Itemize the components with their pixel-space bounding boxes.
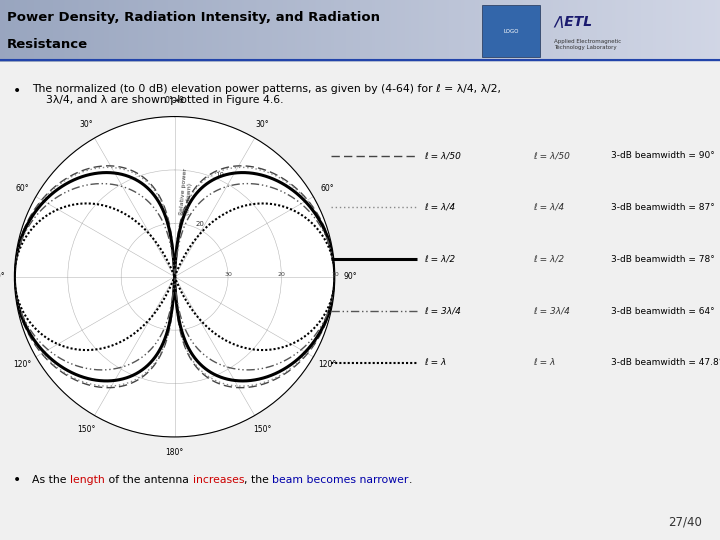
Text: •: • <box>13 84 21 98</box>
Text: ℓ = λ/4: ℓ = λ/4 <box>534 203 564 212</box>
Text: ℓ = λ/50: ℓ = λ/50 <box>425 151 462 160</box>
Text: ℓ = λ: ℓ = λ <box>534 359 556 367</box>
Text: of the antenna: of the antenna <box>105 475 192 485</box>
Text: The normalized (to 0 dB) elevation power patterns, as given by (4-64) for ℓ = λ/: The normalized (to 0 dB) elevation power… <box>32 84 501 105</box>
Bar <box>482 5 540 57</box>
Text: Applied Electromagnetic
Technology Laboratory: Applied Electromagnetic Technology Labor… <box>554 39 621 50</box>
Text: increases: increases <box>192 475 244 485</box>
Text: LOGO: LOGO <box>503 29 519 33</box>
Text: 3-dB beamwidth = 78°: 3-dB beamwidth = 78° <box>611 255 715 264</box>
Text: ℓ = 3λ/4: ℓ = 3λ/4 <box>425 307 462 315</box>
Text: 3-dB beamwidth = 64°: 3-dB beamwidth = 64° <box>611 307 715 315</box>
Text: 3-dB beamwidth = 47.8°: 3-dB beamwidth = 47.8° <box>611 359 720 367</box>
Text: •: • <box>13 473 21 487</box>
Text: Resistance: Resistance <box>7 38 89 51</box>
Text: ℓ = λ/2: ℓ = λ/2 <box>425 255 456 264</box>
Text: Power Density, Radiation Intensity, and Radiation: Power Density, Radiation Intensity, and … <box>7 11 380 24</box>
Text: ℓ = λ: ℓ = λ <box>425 359 447 367</box>
Text: ℓ = 3λ/4: ℓ = 3λ/4 <box>534 307 570 315</box>
Text: /\ETL: /\ETL <box>554 15 593 29</box>
Text: 20: 20 <box>277 272 285 276</box>
Text: 3-dB beamwidth = 87°: 3-dB beamwidth = 87° <box>611 203 715 212</box>
Text: As the: As the <box>32 475 71 485</box>
Text: 10: 10 <box>331 272 338 276</box>
Text: 30: 30 <box>224 272 232 276</box>
Text: beam becomes narrower: beam becomes narrower <box>272 475 409 485</box>
Text: , the: , the <box>244 475 272 485</box>
Text: length: length <box>71 475 105 485</box>
Text: 27/40: 27/40 <box>668 515 702 528</box>
Text: ℓ = λ/50: ℓ = λ/50 <box>534 151 570 160</box>
Text: ℓ = λ/4: ℓ = λ/4 <box>425 203 456 212</box>
Text: .: . <box>409 475 412 485</box>
Text: 3-dB beamwidth = 90°: 3-dB beamwidth = 90° <box>611 151 715 160</box>
Text: Relative power
(dB down): Relative power (dB down) <box>179 167 194 215</box>
Text: ℓ = λ/2: ℓ = λ/2 <box>534 255 564 264</box>
